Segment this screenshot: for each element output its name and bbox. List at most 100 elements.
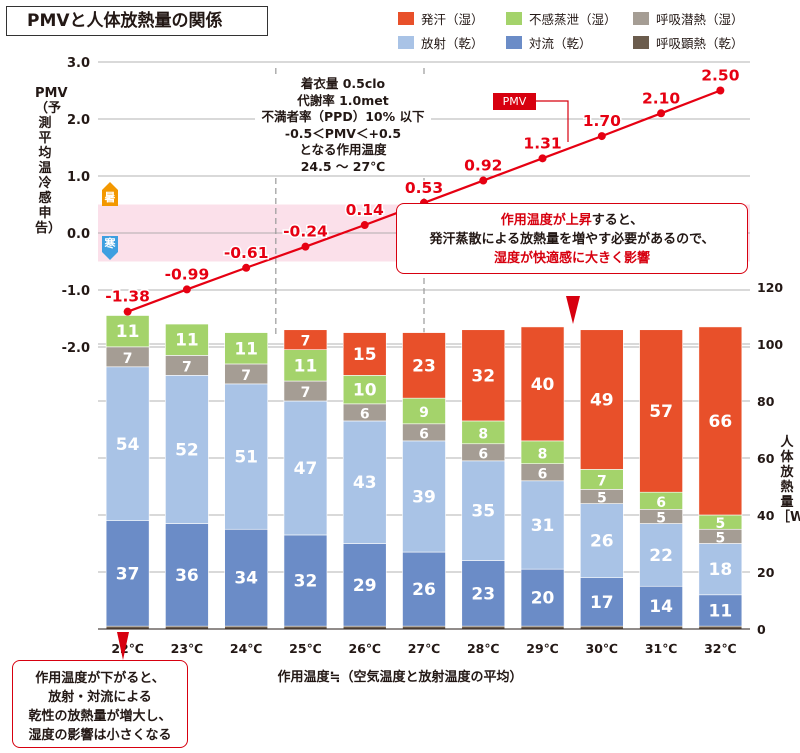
legend-label: 不感蒸泄（湿） bbox=[529, 12, 617, 27]
bar-value-label: 5 bbox=[597, 490, 607, 506]
bar-segment bbox=[580, 503, 624, 579]
callout-top-pointer bbox=[566, 296, 580, 324]
callout-bottom-pointer bbox=[117, 632, 129, 660]
bar-value-label: 36 bbox=[175, 566, 199, 586]
bar-value-label: 5 bbox=[656, 510, 666, 526]
condition-note: 着衣量 0.5clo 代謝率 1.0met 不満者率（PPD）10% 以下 -0… bbox=[255, 76, 431, 175]
hot-label: 暑 bbox=[102, 190, 118, 206]
bar-segment bbox=[165, 323, 209, 356]
cold-arrow-icon bbox=[102, 252, 118, 260]
callout-line: 放射・対流による bbox=[48, 690, 152, 705]
pmv-value-label: -0.24 bbox=[283, 223, 328, 241]
bar-value-label: 43 bbox=[353, 473, 377, 493]
pmv-value-label: 0.53 bbox=[405, 179, 443, 197]
legend-swatch bbox=[633, 12, 649, 25]
callout-highlight: 湿度が快適感に大きく影響 bbox=[493, 251, 650, 266]
bar-value-label: 26 bbox=[590, 532, 614, 552]
left-tick-label: 1.0 bbox=[67, 170, 90, 185]
bar-value-label: 39 bbox=[412, 487, 436, 507]
bar-value-label: 18 bbox=[709, 560, 733, 580]
callout-line: 作用温度が下がると、 bbox=[35, 671, 165, 686]
legend-item-resp-latent: 呼吸潜熱（湿） bbox=[633, 9, 744, 28]
chart-title: PMVと人体放熱量の関係 bbox=[6, 6, 268, 36]
x-tick-label: 27℃ bbox=[408, 641, 441, 656]
right-tick-label: 0 bbox=[757, 622, 766, 637]
bar-value-label: 66 bbox=[709, 412, 733, 432]
callout-text: すると、 bbox=[591, 213, 644, 228]
bar-segment bbox=[639, 329, 683, 493]
pmv-line-tag: PMV bbox=[493, 93, 536, 110]
bar-value-label: 11 bbox=[116, 322, 140, 342]
bar-value-label: 6 bbox=[656, 495, 666, 511]
bar-segment bbox=[224, 383, 268, 530]
legend-swatch bbox=[398, 36, 414, 49]
bar-segment bbox=[224, 332, 268, 365]
bar-segment bbox=[698, 326, 743, 516]
bar-value-label: 5 bbox=[715, 530, 725, 546]
bar-value-label: 7 bbox=[301, 334, 311, 350]
legend-label: 呼吸潜熱（湿） bbox=[656, 12, 744, 27]
legend-swatch bbox=[506, 36, 522, 49]
bar-segment bbox=[105, 366, 150, 521]
legend-item-radiation: 放射（乾） bbox=[398, 33, 484, 52]
bar-value-label: 11 bbox=[175, 331, 199, 351]
bar-value-label: 5 bbox=[715, 516, 725, 532]
x-tick-label: 23℃ bbox=[171, 641, 204, 656]
right-tick-label: 40 bbox=[757, 508, 775, 523]
pmv-value-label: -0.99 bbox=[165, 265, 210, 283]
pmv-value-label: -0.61 bbox=[224, 244, 269, 262]
bar-segment bbox=[283, 329, 328, 351]
x-tick-label: 24℃ bbox=[230, 641, 263, 656]
bar-value-label: 8 bbox=[538, 446, 548, 462]
right-tick-label: 100 bbox=[757, 337, 783, 352]
pmv-value-label: 0.92 bbox=[464, 157, 502, 175]
x-axis-label: 作用温度≒（空気温度と放射温度の平均） bbox=[277, 670, 523, 685]
bar-value-label: 6 bbox=[419, 426, 429, 442]
bar-segment bbox=[639, 523, 683, 587]
bar-value-label: 7 bbox=[241, 368, 251, 384]
pmv-point bbox=[538, 154, 547, 163]
bar-value-label: 17 bbox=[590, 593, 614, 613]
bar-segment bbox=[342, 420, 387, 544]
bar-value-label: 22 bbox=[649, 546, 673, 566]
left-tick-label: -1.0 bbox=[62, 284, 90, 299]
x-tick-label: 32℃ bbox=[704, 641, 737, 656]
pmv-value-label: 0.14 bbox=[346, 201, 384, 219]
bar-value-label: 10 bbox=[353, 381, 377, 401]
legend-swatch bbox=[398, 12, 414, 25]
bar-segment bbox=[402, 551, 446, 627]
pmv-value-label: 1.70 bbox=[583, 112, 621, 130]
bar-segment bbox=[461, 329, 506, 422]
bar-value-label: 7 bbox=[182, 359, 192, 375]
bar-value-label: 52 bbox=[175, 440, 199, 460]
condition-line: 着衣量 0.5clo bbox=[300, 76, 386, 91]
bar-value-label: 32 bbox=[471, 366, 495, 386]
left-tick-label: -2.0 bbox=[62, 341, 90, 356]
pmv-point bbox=[716, 86, 725, 95]
legend-item-resp-sensible: 呼吸顕熱（乾） bbox=[633, 33, 744, 52]
x-tick-label: 29℃ bbox=[526, 641, 559, 656]
bar-value-label: 6 bbox=[478, 446, 488, 462]
bar-segment bbox=[639, 585, 683, 627]
bar-segment bbox=[461, 460, 506, 561]
bar-value-label: 35 bbox=[471, 502, 495, 522]
right-axis-label: 人体放熱量［W］ bbox=[777, 435, 800, 525]
bar-value-label: 47 bbox=[294, 459, 318, 479]
x-tick-label: 22℃ bbox=[111, 641, 144, 656]
bar-value-label: 15 bbox=[353, 345, 377, 365]
bar-value-label: 8 bbox=[478, 426, 488, 442]
callout-falling-temperature: 作用温度が下がると、 放射・対流による 乾性の放熱量が増大し、 湿度の影響は小さ… bbox=[12, 660, 188, 748]
bar-value-label: 57 bbox=[649, 402, 673, 422]
bar-value-label: 7 bbox=[597, 473, 607, 489]
pmv-point bbox=[360, 221, 369, 230]
cold-label: 寒 bbox=[102, 236, 118, 252]
bar-value-label: 20 bbox=[531, 589, 555, 609]
pmv-point bbox=[242, 263, 251, 272]
bar-segment bbox=[402, 440, 446, 553]
x-tick-label: 26℃ bbox=[348, 641, 381, 656]
bar-segment bbox=[342, 543, 387, 627]
condition-line: 不満者率（PPD）10% 以下 bbox=[261, 109, 425, 124]
bar-value-label: 11 bbox=[234, 339, 258, 359]
legend-label: 呼吸顕熱（乾） bbox=[656, 36, 744, 51]
